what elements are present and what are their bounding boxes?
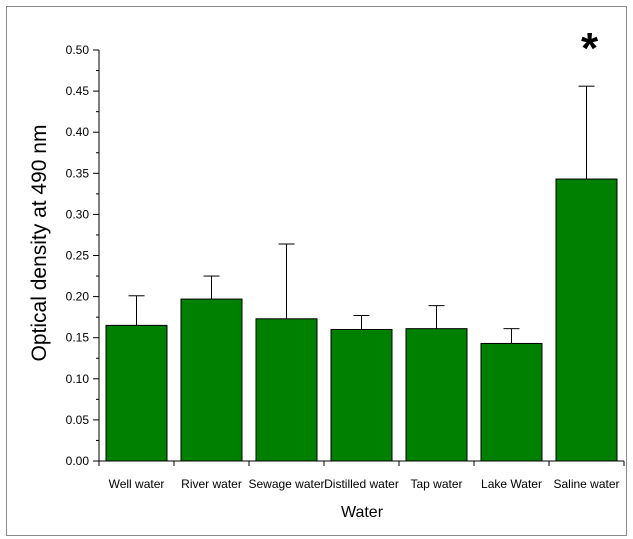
y-tick-label: 0.35 bbox=[66, 166, 90, 180]
x-tick-label: Sewage water bbox=[248, 477, 324, 491]
x-tick-label: Lake Water bbox=[481, 477, 542, 491]
y-tick-label: 0.30 bbox=[66, 207, 90, 221]
bar bbox=[555, 178, 618, 462]
x-tick-label: Saline water bbox=[553, 477, 619, 491]
y-axis: 0.00 0.05 0.10 0.15 0.20 0.25 0.30 0.35 0.40 0.45… bbox=[66, 43, 100, 468]
bar bbox=[105, 324, 168, 462]
bar bbox=[255, 318, 318, 462]
bar bbox=[330, 328, 393, 462]
bar bbox=[405, 328, 468, 462]
x-tick-label: Well water bbox=[109, 477, 165, 491]
y-tick-label: 0.25 bbox=[66, 249, 90, 263]
error-bars-group bbox=[128, 85, 595, 344]
y-tick-label: 0.15 bbox=[66, 331, 90, 345]
y-tick-label: 0.40 bbox=[66, 125, 90, 139]
chart-frame bbox=[6, 6, 627, 536]
y-tick-label: 0.45 bbox=[66, 84, 90, 98]
x-tick-label: Tap water bbox=[410, 477, 462, 491]
y-tick-label: 0.20 bbox=[66, 290, 90, 304]
y-tick-label: 0.50 bbox=[66, 43, 90, 57]
bars-group bbox=[105, 178, 618, 462]
x-tick-label: Distilled water bbox=[324, 477, 399, 491]
x-axis: Well water River water Sewage water Distill… bbox=[98, 460, 625, 491]
y-tick-label: 0.10 bbox=[66, 372, 90, 386]
y-axis-title: Optical density at 490 nm bbox=[28, 125, 51, 362]
y-tick-label: 0.00 bbox=[66, 454, 90, 468]
y-tick-label: 0.05 bbox=[66, 413, 90, 427]
bar bbox=[180, 298, 243, 462]
bar bbox=[480, 342, 543, 462]
x-tick-label: River water bbox=[181, 477, 242, 491]
significance-annotation: * bbox=[581, 24, 599, 73]
x-axis-title: Water bbox=[341, 504, 384, 521]
